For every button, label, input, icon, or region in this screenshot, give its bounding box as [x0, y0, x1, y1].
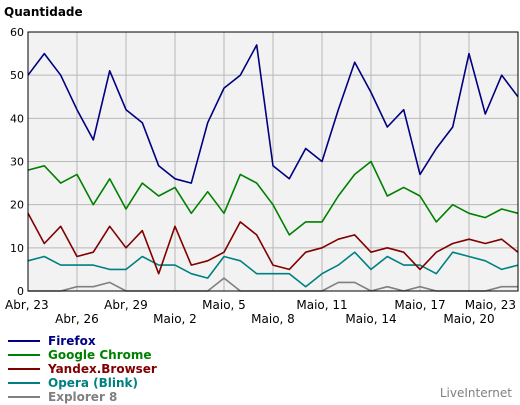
legend-swatch	[8, 368, 40, 370]
x-tick-label: Maio, 2	[153, 312, 197, 326]
x-tick-label: Abr, 26	[55, 312, 99, 326]
x-tick-label: Maio, 5	[202, 298, 246, 312]
x-tick-label: Abr, 23	[5, 298, 49, 312]
y-axis-label: Quantidade	[4, 5, 83, 19]
x-tick-label: Maio, 8	[251, 312, 295, 326]
series-line-opera-blink-	[27, 251, 519, 288]
y-tick-label: 10	[10, 242, 24, 255]
legend: Firefox Google Chrome Yandex.Browser Ope…	[8, 334, 157, 404]
legend-item: Explorer 8	[8, 390, 157, 404]
legend-label: Firefox	[48, 334, 96, 348]
legend-item: Opera (Blink)	[8, 376, 157, 390]
x-tick-label: Abr, 29	[104, 298, 148, 312]
y-tick-labels: 0 10 20 30 40 50 60	[10, 26, 24, 298]
y-tick-label: 60	[10, 26, 24, 39]
legend-swatch	[8, 340, 40, 342]
legend-label: Opera (Blink)	[48, 376, 138, 390]
x-tick-label: Maio, 23	[465, 298, 516, 312]
legend-item: Firefox	[8, 334, 157, 348]
y-tick-label: 20	[10, 199, 24, 212]
x-tick-label: Maio, 11	[296, 298, 347, 312]
legend-label: Explorer 8	[48, 390, 118, 404]
legend-item: Google Chrome	[8, 348, 157, 362]
credit-label: LiveInternet	[439, 386, 512, 400]
x-tick-label: Maio, 20	[443, 312, 494, 326]
series-line-google-chrome	[27, 160, 519, 236]
y-tick-label: 0	[17, 285, 24, 298]
legend-item: Yandex.Browser	[8, 362, 157, 376]
x-tick-label: Maio, 14	[345, 312, 396, 326]
y-tick-label: 40	[10, 112, 24, 125]
series-line-firefox	[27, 44, 519, 184]
x-tick-label: Maio, 17	[394, 298, 445, 312]
y-tick-label: 50	[10, 69, 24, 82]
legend-swatch	[8, 354, 40, 356]
plot-frame	[27, 31, 519, 292]
x-tick-labels: Abr, 23 Abr, 26 Abr, 29 Maio, 2 Maio, 5 Maio,…	[5, 298, 516, 326]
legend-swatch	[8, 396, 40, 398]
y-tick-label: 30	[10, 156, 24, 169]
legend-label: Yandex.Browser	[48, 362, 157, 376]
series-line-yandex-browser	[27, 212, 519, 275]
legend-label: Google Chrome	[48, 348, 152, 362]
legend-swatch	[8, 382, 40, 384]
